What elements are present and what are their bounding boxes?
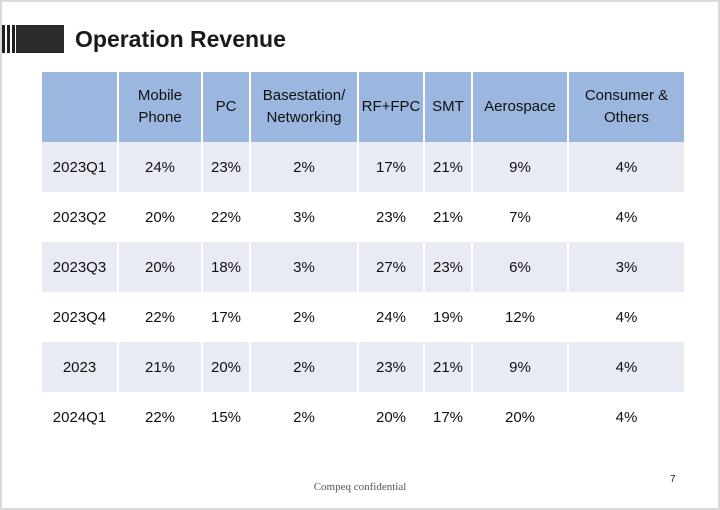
- cell-mobile-phone: 21%: [118, 342, 203, 392]
- cell-aerospace: 6%: [472, 242, 569, 292]
- cell-smt: 21%: [424, 192, 473, 242]
- cell-mobile-phone: 20%: [118, 192, 203, 242]
- cell-pc: 18%: [202, 242, 251, 292]
- title-bar: Operation Revenue: [2, 25, 302, 53]
- header-cell-smt: SMT: [424, 72, 473, 142]
- cell-consumer-others: 4%: [568, 192, 684, 242]
- cell-mobile-phone: 20%: [118, 242, 203, 292]
- cell-smt: 17%: [424, 392, 473, 442]
- cell-consumer-others: 4%: [568, 292, 684, 342]
- page-title: Operation Revenue: [75, 26, 286, 52]
- cell-rf-fpc: 27%: [358, 242, 425, 292]
- header-cell-basestation-networking: Basestation/Networking: [250, 72, 359, 142]
- page-number: 7: [670, 474, 676, 485]
- cell-basestation-networking: 2%: [250, 342, 359, 392]
- header-cell-rf-fpc: RF+FPC: [358, 72, 425, 142]
- cell-consumer-others: 4%: [568, 392, 684, 442]
- cell-aerospace: 9%: [472, 342, 569, 392]
- revenue-table: Mobile Phone PC Basestation/Networking RF…: [42, 72, 684, 442]
- header-cell-consumer-others: Consumer & Others: [568, 72, 684, 142]
- title-decoration: [2, 25, 64, 53]
- cell-smt: 19%: [424, 292, 473, 342]
- row-label: 2023: [42, 342, 119, 392]
- cell-basestation-networking: 2%: [250, 392, 359, 442]
- cell-pc: 20%: [202, 342, 251, 392]
- cell-basestation-networking: 2%: [250, 142, 359, 192]
- cell-rf-fpc: 23%: [358, 342, 425, 392]
- table-row: 2023 21% 20% 2% 23% 21% 9% 4%: [42, 342, 684, 392]
- table-row: 2023Q2 20% 22% 3% 23% 21% 7% 4%: [42, 192, 684, 242]
- cell-smt: 23%: [424, 242, 473, 292]
- cell-pc: 23%: [202, 142, 251, 192]
- cell-aerospace: 20%: [472, 392, 569, 442]
- cell-consumer-others: 4%: [568, 342, 684, 392]
- cell-basestation-networking: 2%: [250, 292, 359, 342]
- row-label: 2023Q4: [42, 292, 119, 342]
- row-label: 2024Q1: [42, 392, 119, 442]
- row-label: 2023Q2: [42, 192, 119, 242]
- row-label: 2023Q3: [42, 242, 119, 292]
- cell-basestation-networking: 3%: [250, 192, 359, 242]
- cell-pc: 15%: [202, 392, 251, 442]
- cell-mobile-phone: 22%: [118, 292, 203, 342]
- table-row: 2023Q1 24% 23% 2% 17% 21% 9% 4%: [42, 142, 684, 192]
- cell-rf-fpc: 24%: [358, 292, 425, 342]
- cell-mobile-phone: 24%: [118, 142, 203, 192]
- cell-smt: 21%: [424, 142, 473, 192]
- cell-aerospace: 12%: [472, 292, 569, 342]
- cell-rf-fpc: 17%: [358, 142, 425, 192]
- cell-consumer-others: 4%: [568, 142, 684, 192]
- cell-pc: 22%: [202, 192, 251, 242]
- table-row: 2023Q4 22% 17% 2% 24% 19% 12% 4%: [42, 292, 684, 342]
- cell-consumer-others: 3%: [568, 242, 684, 292]
- cell-aerospace: 9%: [472, 142, 569, 192]
- footer-confidential: Compeq confidential: [313, 481, 407, 493]
- cell-smt: 21%: [424, 342, 473, 392]
- cell-aerospace: 7%: [472, 192, 569, 242]
- cell-basestation-networking: 3%: [250, 242, 359, 292]
- header-cell-mobile-phone: Mobile Phone: [118, 72, 203, 142]
- table-header-row: Mobile Phone PC Basestation/Networking RF…: [42, 72, 684, 142]
- cell-rf-fpc: 23%: [358, 192, 425, 242]
- header-cell-blank: [42, 72, 119, 142]
- cell-mobile-phone: 22%: [118, 392, 203, 442]
- table-row: 2023Q3 20% 18% 3% 27% 23% 6% 3%: [42, 242, 684, 292]
- table-row: 2024Q1 22% 15% 2% 20% 17% 20% 4%: [42, 392, 684, 442]
- cell-pc: 17%: [202, 292, 251, 342]
- cell-rf-fpc: 20%: [358, 392, 425, 442]
- header-cell-pc: PC: [202, 72, 251, 142]
- header-cell-aerospace: Aerospace: [472, 72, 569, 142]
- row-label: 2023Q1: [42, 142, 119, 192]
